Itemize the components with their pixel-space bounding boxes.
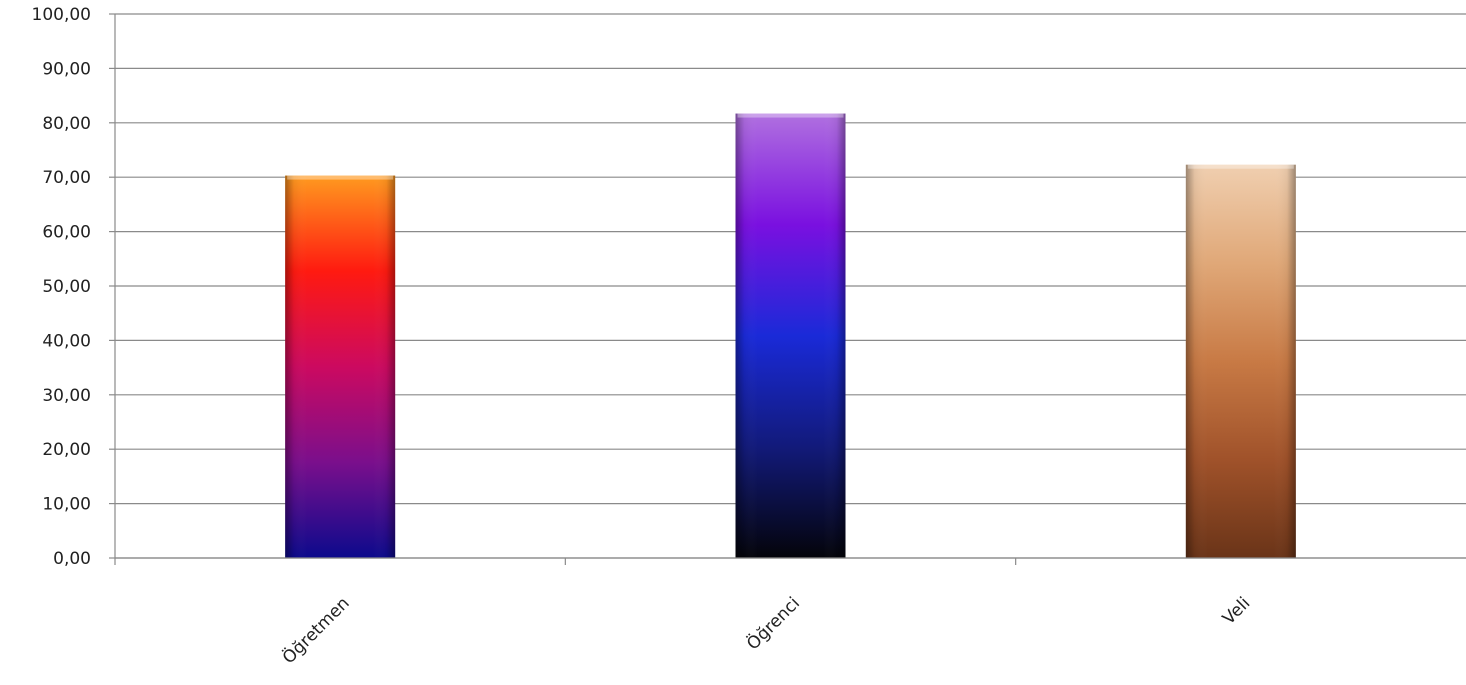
bars [115,113,1466,559]
axes [109,13,1017,565]
y-tick-label: 30,00 [42,386,91,406]
bar-top-highlight [1187,164,1294,169]
bar-2 [735,113,846,558]
y-tick-label: 70,00 [42,168,91,188]
bar-3 [1185,164,1296,559]
x-category-label: Veli [1219,593,1255,629]
bar-shading [735,113,846,558]
y-tick-label: 10,00 [42,495,91,515]
y-tick-label: 100,00 [32,5,91,25]
y-tick-label: 60,00 [42,223,91,243]
bar-shading [1185,164,1296,559]
y-tick-label: 40,00 [42,331,91,351]
bar-shading [285,175,396,558]
x-category-label: Öğretmen [278,592,354,668]
y-tick-label: 50,00 [42,277,91,297]
y-tick-label: 0,00 [53,549,91,569]
x-axis-category-labels: Öğretmen Öğrenci Veli [278,592,1255,668]
y-tick-label: 80,00 [42,114,91,134]
bar-1 [285,175,396,558]
bar-top-highlight [287,175,394,180]
y-tick-label: 90,00 [42,59,91,79]
bar-top-highlight [737,113,844,118]
y-axis-tick-labels: 0,00 10,00 20,00 30,00 40,00 50,00 60,00 70,00 8… [32,5,91,569]
x-category-label: Öğrenci [742,592,804,654]
y-tick-label: 20,00 [42,440,91,460]
